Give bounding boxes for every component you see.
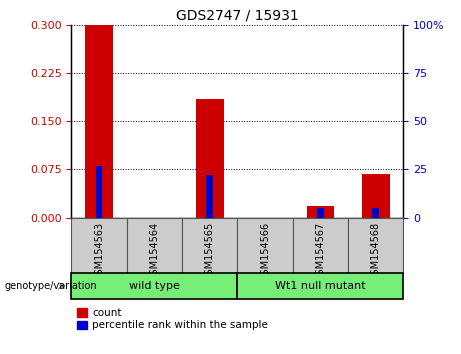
Text: GSM154563: GSM154563 bbox=[94, 222, 104, 281]
Bar bbox=[196, 99, 224, 218]
Bar bbox=[317, 208, 324, 218]
Bar bbox=[182, 218, 237, 273]
Bar bbox=[362, 174, 390, 218]
Text: GSM154568: GSM154568 bbox=[371, 222, 381, 281]
Title: GDS2747 / 15931: GDS2747 / 15931 bbox=[176, 8, 299, 22]
Text: GSM154567: GSM154567 bbox=[315, 222, 325, 281]
Bar bbox=[237, 218, 293, 273]
Text: GSM154564: GSM154564 bbox=[149, 222, 160, 281]
Legend: count, percentile rank within the sample: count, percentile rank within the sample bbox=[77, 308, 268, 331]
Bar bbox=[96, 166, 102, 218]
Bar bbox=[71, 273, 237, 299]
Bar bbox=[207, 175, 213, 218]
Bar bbox=[71, 218, 127, 273]
Bar bbox=[127, 218, 182, 273]
Bar bbox=[372, 208, 379, 218]
Text: wild type: wild type bbox=[129, 281, 180, 291]
Text: Wt1 null mutant: Wt1 null mutant bbox=[275, 281, 366, 291]
Text: GSM154566: GSM154566 bbox=[260, 222, 270, 281]
Bar bbox=[348, 218, 403, 273]
Bar bbox=[237, 273, 403, 299]
Text: genotype/variation: genotype/variation bbox=[5, 281, 97, 291]
Bar bbox=[85, 25, 113, 218]
Text: GSM154565: GSM154565 bbox=[205, 222, 215, 281]
Bar bbox=[293, 218, 348, 273]
Bar bbox=[307, 206, 334, 218]
